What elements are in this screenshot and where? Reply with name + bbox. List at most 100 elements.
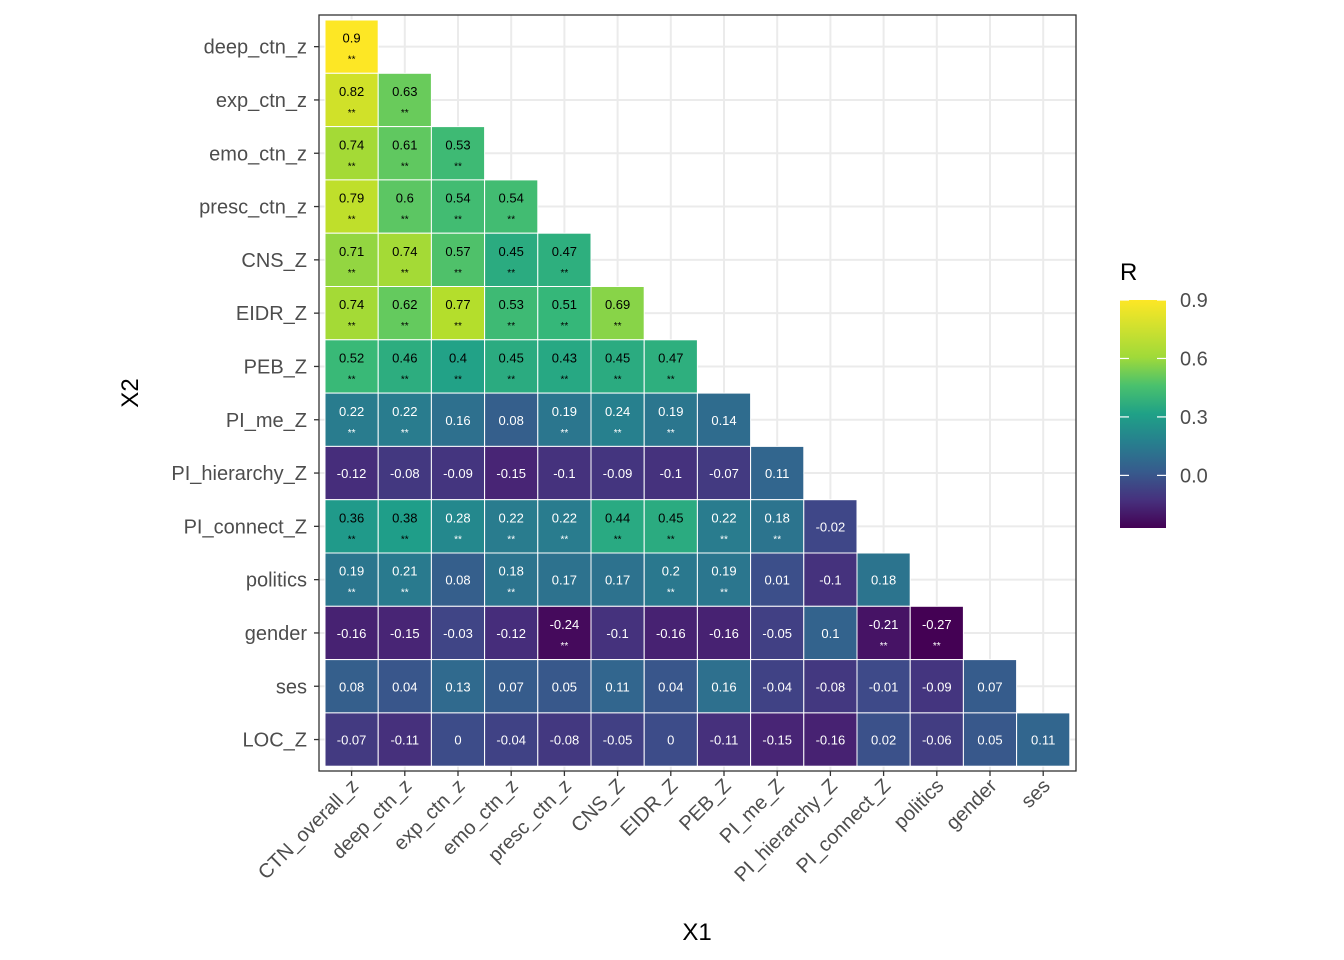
heatmap-cell: -0.08 (803, 659, 858, 714)
heatmap-cell: 0.22 ** (377, 392, 432, 447)
x-tick-label: gender (942, 775, 1002, 835)
significance-label: ** (507, 268, 515, 279)
x-tick-label: ses (1017, 775, 1055, 813)
significance-label: ** (454, 374, 462, 385)
heatmap-tile (377, 659, 432, 714)
heatmap-cell: 0.1 (803, 605, 858, 661)
significance-label: ** (401, 374, 409, 385)
significance-label: ** (614, 428, 622, 439)
cell-value-label: -0.1 (553, 466, 575, 481)
significance-label: ** (667, 588, 675, 599)
cell-value-label: 0.44 (605, 510, 630, 525)
cell-value-label: -0.16 (709, 626, 739, 641)
cell-value-label: 0.46 (392, 350, 417, 365)
heatmap-cell: -0.1 (803, 552, 858, 607)
heatmap-tile (962, 659, 1018, 714)
heatmap-tile (803, 605, 858, 661)
heatmap-cell: 0.17 (590, 552, 645, 607)
heatmap-tile (750, 445, 805, 501)
cell-value-label: 0.11 (1031, 733, 1055, 748)
heatmap-tile (643, 605, 698, 661)
heatmap-tile (696, 445, 752, 501)
heatmap-tile (484, 552, 539, 607)
significance-label: ** (561, 641, 569, 652)
heatmap-cell: 0.79 ** (324, 179, 379, 234)
heatmap-tile (909, 659, 964, 714)
heatmap-cell: -0.07 (324, 712, 379, 767)
cell-value-label: 0.28 (445, 510, 470, 525)
cell-value-label: 0.18 (765, 510, 790, 525)
y-tick-label: EIDR_Z (236, 303, 307, 325)
heatmap-cell: -0.09 (590, 445, 645, 501)
heatmap-cell: 0.07 (962, 659, 1018, 714)
cell-value-label: 0.22 (392, 404, 417, 419)
heatmap-tile (590, 712, 645, 767)
heatmap-cell: 0.13 (430, 659, 486, 714)
cell-value-label: 0.9 (343, 31, 361, 46)
heatmap-cell: 0.22 ** (696, 499, 752, 554)
cell-value-label: 0.74 (339, 137, 364, 152)
cell-value-label: 0.07 (499, 679, 524, 694)
heatmap-tile (856, 712, 911, 767)
heatmap-cell: 0.53 ** (430, 126, 486, 181)
heatmap-tile (696, 392, 752, 447)
y-axis: deep_ctn_z exp_ctn_z emo_ctn_z presc_ctn_z C… (171, 37, 319, 752)
cell-value-label: 0 (667, 733, 674, 748)
cell-value-label: -0.27 (922, 617, 952, 632)
cell-value-label: 0.22 (499, 510, 524, 525)
heatmap-tile (590, 605, 645, 661)
heatmap-cell: 0.16 (430, 392, 486, 447)
heatmap-cell: 0.19 ** (696, 552, 752, 607)
significance-label: ** (348, 108, 356, 119)
cell-value-label: -0.04 (496, 733, 526, 748)
cell-value-label: 0.52 (339, 350, 364, 365)
cell-value-label: -0.09 (603, 466, 633, 481)
cell-value-label: 0.14 (711, 413, 736, 428)
heatmap-cell: -0.15 (377, 605, 432, 661)
cell-value-label: -0.1 (606, 626, 628, 641)
cell-value-label: 0.1 (821, 626, 839, 641)
heatmap-cell: -0.15 (750, 712, 805, 767)
heatmap-cell: 0.77 ** (430, 286, 486, 341)
heatmap-tile (484, 499, 539, 554)
heatmap-tile (377, 126, 432, 181)
cell-value-label: -0.16 (816, 733, 846, 748)
heatmap-cell: 0.08 (484, 392, 539, 447)
heatmap-tile (484, 659, 539, 714)
x-tick-label: EIDR_Z (616, 775, 682, 841)
heatmap-tile (484, 712, 539, 767)
significance-label: ** (401, 215, 409, 226)
heatmap-tile (484, 445, 539, 501)
heatmap-cell: 0.53 ** (484, 286, 539, 341)
heatmap-cell: 0.47 ** (537, 232, 592, 287)
cell-value-label: 0.47 (658, 350, 683, 365)
y-tick-label: presc_ctn_z (199, 197, 307, 219)
cell-value-label: 0.19 (339, 564, 364, 579)
heatmap-cell: -0.15 (484, 445, 539, 501)
cell-value-label: 0.04 (658, 679, 683, 694)
cell-value-label: 0.74 (392, 244, 417, 259)
cell-value-label: 0.77 (445, 297, 470, 312)
cell-value-label: 0.08 (445, 573, 470, 588)
heatmap-cell: 0.4 ** (430, 339, 486, 394)
heatmap-cell: 0.47 ** (643, 339, 698, 394)
heatmap-tile (377, 179, 432, 234)
cell-value-label: -0.16 (337, 626, 367, 641)
heatmap-cell: 0.43 ** (537, 339, 592, 394)
heatmap-cell: 0.04 (377, 659, 432, 714)
heatmap-cell: -0.07 (696, 445, 752, 501)
heatmap-cell: 0.9 ** (324, 19, 379, 74)
cell-value-label: -0.03 (443, 626, 473, 641)
heatmap-tile (696, 605, 752, 661)
heatmap-cell: -0.08 (537, 712, 592, 767)
significance-label: ** (507, 374, 515, 385)
heatmap-cell: 0.62 ** (377, 286, 432, 341)
heatmap-cell: -0.16 (696, 605, 752, 661)
significance-label: ** (348, 321, 356, 332)
cell-value-label: 0.45 (658, 510, 683, 525)
cell-value-label: -0.08 (550, 733, 580, 748)
heatmap-cell: 0.74 ** (324, 286, 379, 341)
heatmap-cell: 0.04 (643, 659, 698, 714)
y-tick-label: PI_hierarchy_Z (171, 463, 307, 485)
cell-value-label: 0.69 (605, 297, 630, 312)
